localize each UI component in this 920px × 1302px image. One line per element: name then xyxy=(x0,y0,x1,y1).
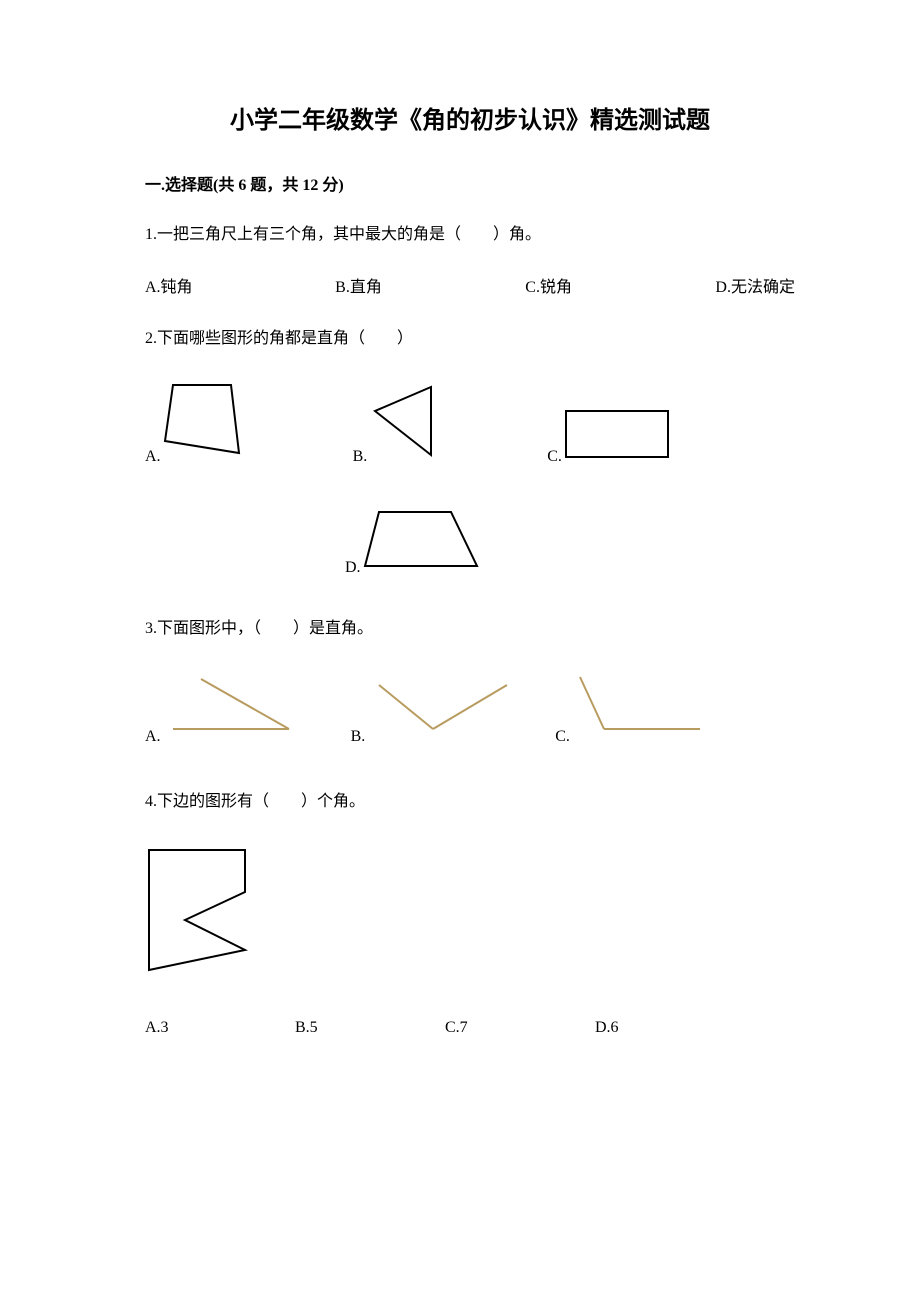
triangle-icon xyxy=(367,381,447,466)
angle-a-icon xyxy=(161,671,301,746)
q4-opt-d: D.6 xyxy=(595,1019,619,1037)
q1-options: A.钝角 B.直角 C.锐角 D.无法确定 xyxy=(145,273,795,297)
section-header: 一.选择题(共 6 题，共 12 分) xyxy=(145,171,795,195)
q2-fig-b: B. xyxy=(353,381,448,466)
q3-label-c: C. xyxy=(555,728,570,746)
q2-label-a: A. xyxy=(145,448,161,466)
q1-opt-a: A.钝角 xyxy=(145,273,335,297)
q4-options: A.3 B.5 C.7 D.6 xyxy=(145,1019,795,1037)
q4-opt-a: A.3 xyxy=(145,1019,295,1037)
q1-text: 1.一把三角尺上有三个角，其中最大的角是（ ）角。 xyxy=(145,223,795,247)
q1-opt-d: D.无法确定 xyxy=(715,273,795,297)
q3-fig-c: C. xyxy=(555,671,710,746)
q2-fig-d: D. xyxy=(345,506,481,577)
page-title: 小学二年级数学《角的初步认识》精选测试题 xyxy=(145,100,795,135)
q2-row1: A. B. C. xyxy=(145,381,795,466)
q1-opt-b: B.直角 xyxy=(335,273,525,297)
q1-opt-c: C.锐角 xyxy=(525,273,715,297)
q3-text: 3.下面图形中，（ ）是直角。 xyxy=(145,617,795,641)
q4-opt-b: B.5 xyxy=(295,1019,445,1037)
q3-label-b: B. xyxy=(351,728,366,746)
q3-fig-a: A. xyxy=(145,671,301,746)
q3-label-a: A. xyxy=(145,728,161,746)
q4-text: 4.下边的图形有（ ）个角。 xyxy=(145,790,795,814)
q2-label-b: B. xyxy=(353,448,368,466)
polygon-icon xyxy=(145,844,255,979)
q3-fig-b: B. xyxy=(351,671,516,746)
q2-fig-c: C. xyxy=(547,407,672,466)
trapezoid-icon xyxy=(161,381,243,466)
q3-row: A. B. C. xyxy=(145,671,795,746)
angle-c-icon xyxy=(570,671,710,746)
q4-figure xyxy=(145,844,795,979)
q4-opt-c: C.7 xyxy=(445,1019,595,1037)
q2-label-c: C. xyxy=(547,448,562,466)
q2-label-d: D. xyxy=(345,559,361,577)
angle-b-icon xyxy=(365,671,515,746)
rectangle-icon xyxy=(562,407,672,466)
q2-fig-a: A. xyxy=(145,381,243,466)
q2-text: 2.下面哪些图形的角都是直角（ ） xyxy=(145,327,795,351)
quadrilateral-icon xyxy=(361,506,481,577)
